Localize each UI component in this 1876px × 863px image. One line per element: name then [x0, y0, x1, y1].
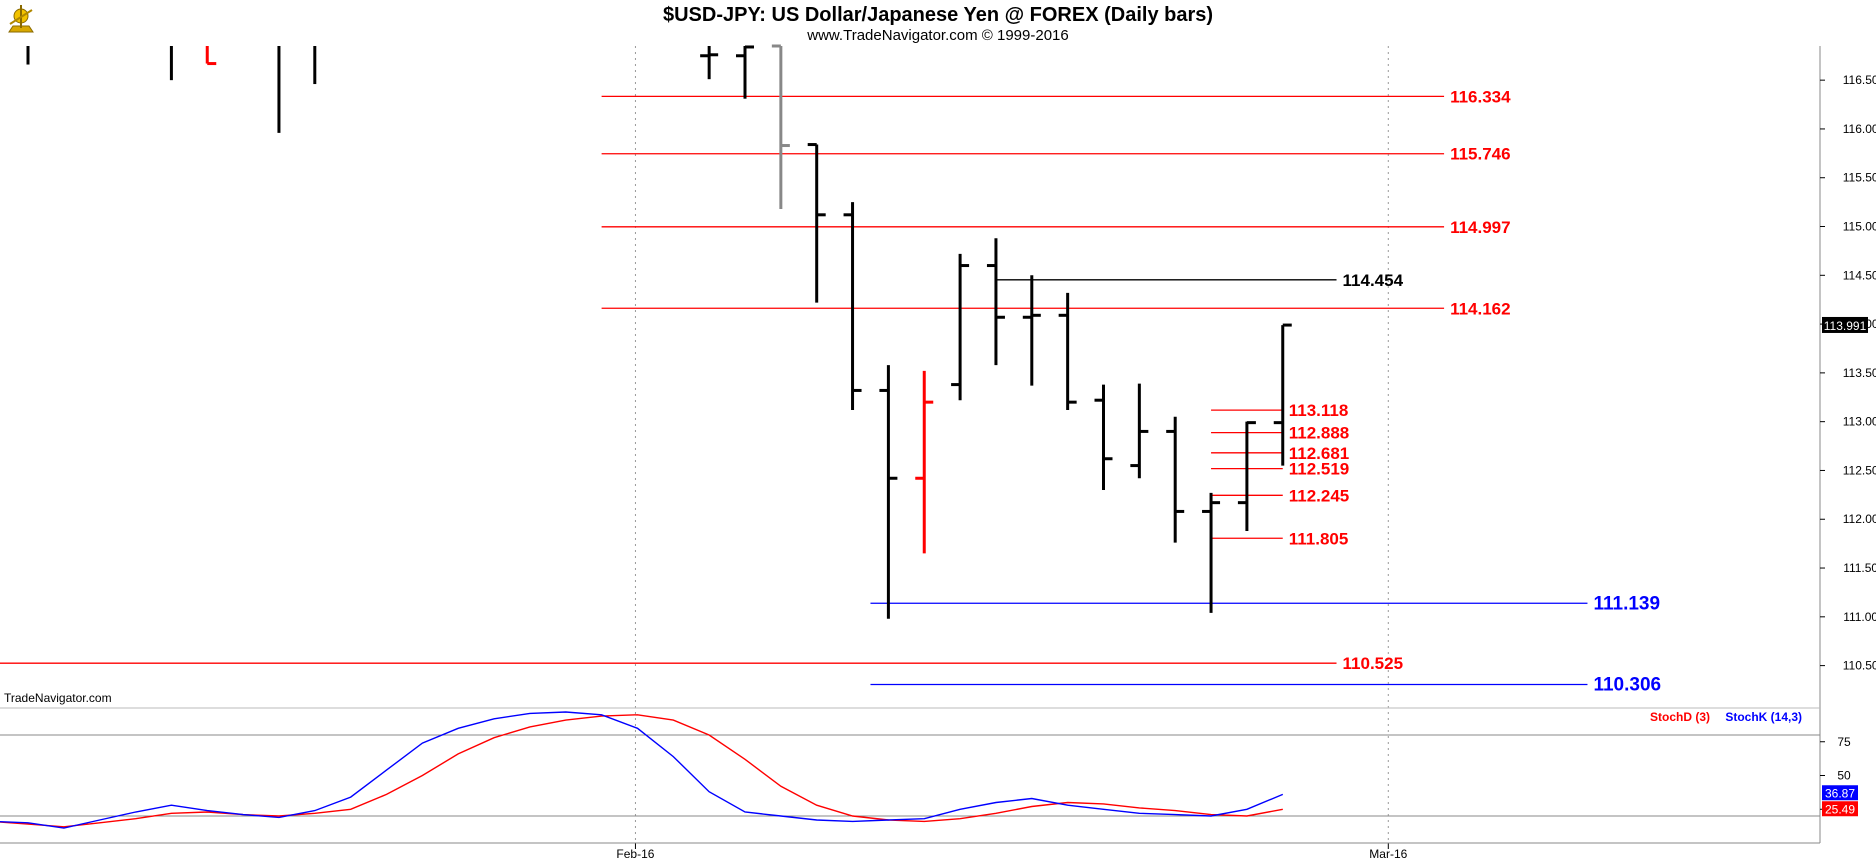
level-label: 111.805 [1289, 529, 1349, 548]
level-label: 110.525 [1343, 654, 1404, 673]
chart-grid: Feb-16 Mar-16 [616, 46, 1408, 861]
stoch-value-label: 25.49 [1825, 802, 1855, 816]
level-label: 114.162 [1450, 299, 1511, 318]
level-label: 112.245 [1289, 486, 1350, 505]
y-tick-label: 110.500 [1843, 659, 1876, 673]
x-tick-label: Mar-16 [1369, 847, 1407, 861]
price-axis: 116.500116.000115.500115.000114.500114.0… [0, 46, 1876, 844]
level-label: 114.997 [1450, 218, 1511, 237]
price-bars [26, 44, 1292, 619]
y-tick-label: 115.000 [1843, 220, 1876, 234]
y-tick-label: 113.000 [1843, 415, 1876, 429]
chart-subtitle: www.TradeNavigator.com © 1999-2016 [806, 27, 1068, 44]
level-label: 114.454 [1343, 271, 1404, 290]
level-lines: 116.334 115.746 114.997 114.454 114.162 113.1… [0, 87, 1661, 696]
last-price-box [1822, 316, 1868, 333]
y-tick-label: 113.500 [1843, 366, 1876, 380]
y-tick-label: 116.000 [1843, 122, 1876, 136]
y-tick-label: 112.500 [1843, 463, 1876, 477]
last-price-label: 113.991 [1824, 319, 1867, 333]
y-tick-label: 111.000 [1843, 610, 1876, 624]
y-tick-label: 115.500 [1843, 171, 1876, 185]
stoch-series-line [0, 714, 1283, 828]
stoch-value-box [1822, 785, 1858, 801]
stoch-series-line [0, 711, 1284, 829]
legend-stoch-k: StochK (14,3) [1725, 710, 1802, 724]
level-label: 112.681 [1289, 444, 1350, 463]
chart-title: $USD-JPY: US Dollar/Japanese Yen @ FOREX… [663, 4, 1213, 26]
level-label: 113.118 [1289, 401, 1349, 420]
legend-stoch-d: StochD (3) [1650, 710, 1710, 724]
level-label: 112.888 [1289, 424, 1350, 443]
level-label: 116.334 [1450, 87, 1511, 106]
level-label: 115.746 [1450, 145, 1511, 164]
logo-icon[interactable] [4, 2, 38, 38]
y-tick-label: 112.000 [1843, 512, 1876, 526]
stoch-y-tick-label: 75 [1837, 735, 1851, 749]
stoch-value-box [1822, 801, 1858, 817]
y-tick-label: 114.500 [1843, 268, 1876, 282]
stoch-value-label: 36.87 [1825, 786, 1855, 800]
x-tick-label: Feb-16 [616, 847, 654, 861]
level-label: 111.139 [1593, 593, 1660, 614]
level-label: 112.519 [1289, 460, 1350, 479]
level-label: 110.306 [1593, 675, 1661, 696]
y-tick-label: 111.500 [1843, 561, 1876, 575]
watermark-label: TradeNavigator.com [4, 691, 112, 705]
stoch-y-tick-label: 50 [1837, 769, 1851, 783]
y-tick-label: 116.500 [1843, 73, 1876, 87]
